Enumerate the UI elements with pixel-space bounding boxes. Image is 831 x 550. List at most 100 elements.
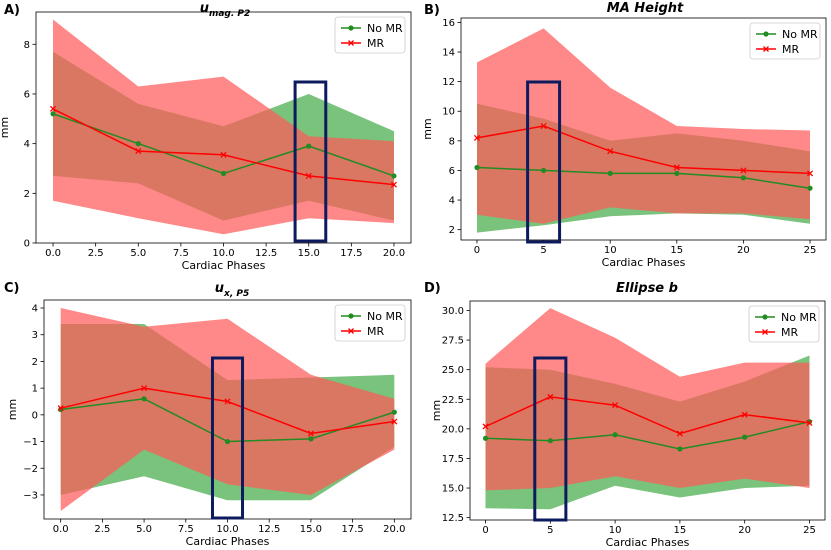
x-axis-label: Cardiac Phases	[606, 536, 690, 549]
data-point-no-mr	[391, 173, 397, 179]
data-point-mr	[473, 134, 481, 141]
band-mr	[53, 19, 394, 235]
data-point-no-mr	[135, 141, 141, 147]
legend-marker-x	[348, 328, 354, 334]
x-axis-label: Cardiac Phases	[186, 535, 270, 548]
series-line-mr	[476, 125, 811, 175]
x-tick-label: 15	[674, 525, 687, 536]
y-axis-label: mm	[421, 118, 434, 139]
x-tick-label: 17.5	[341, 524, 363, 535]
y-tick-label: 6	[24, 89, 30, 100]
highlight-box	[533, 356, 568, 522]
legend: No MR MR	[749, 22, 821, 60]
legend-label: MR	[367, 325, 384, 338]
y-tick-label: 20.0	[442, 424, 464, 435]
legend-marker-dot	[763, 31, 769, 37]
x-tick-label: 5	[547, 525, 553, 536]
x-tick-label: 20.0	[383, 524, 405, 535]
x-tick-label: 12.5	[258, 524, 280, 535]
x-tick-label: 0	[482, 525, 488, 536]
chart-title: umag. P2	[200, 1, 251, 19]
data-point-mr	[57, 405, 64, 412]
y-axis-label: mm	[430, 400, 443, 421]
axes-frame	[460, 17, 827, 241]
panel-letter: C)	[4, 281, 19, 296]
data-point-no-mr	[50, 111, 56, 117]
axes-frame	[469, 300, 826, 521]
legend-marker-dot	[348, 25, 354, 31]
y-tick-label: 12.5	[442, 513, 464, 524]
y-tick-label: 6	[449, 166, 455, 177]
legend-label: MR	[782, 43, 799, 56]
x-tick-label: 15.0	[298, 248, 320, 259]
y-tick-label: 2	[32, 357, 38, 368]
data-point-no-mr	[612, 432, 618, 438]
y-tick-label: 27.5	[442, 336, 464, 347]
y-tick-label: 2	[449, 225, 455, 236]
x-tick-label: 7.5	[178, 524, 194, 535]
data-point-mr	[806, 419, 813, 426]
data-point-mr	[390, 181, 398, 188]
x-tick-label: 5	[540, 245, 546, 256]
legend-label: No MR	[781, 311, 817, 324]
panel-letter: A)	[4, 3, 20, 18]
x-tick-label: 10	[609, 525, 622, 536]
legend-marker-dot	[348, 313, 354, 319]
series-line-no-mr	[485, 420, 810, 450]
data-point-no-mr	[547, 438, 553, 444]
data-point-mr	[607, 148, 614, 155]
y-tick-label: 17.5	[442, 454, 464, 465]
x-tick-label: 5.0	[130, 248, 146, 259]
data-point-mr	[547, 393, 554, 400]
legend-label: MR	[781, 326, 798, 339]
x-tick-label: 0.0	[45, 248, 61, 259]
data-point-mr	[676, 430, 683, 437]
chart-title: ux, P5	[215, 281, 249, 299]
x-tick-label: 25	[804, 245, 817, 256]
y-tick-label: 4	[32, 304, 38, 315]
data-point-no-mr	[391, 409, 397, 415]
panel-letter: D)	[424, 281, 441, 296]
data-point-mr	[307, 430, 314, 437]
data-point-mr	[612, 402, 619, 409]
y-tick-label: 12	[442, 77, 455, 88]
x-axis-label: Cardiac Phases	[602, 256, 686, 269]
y-tick-label: 16	[442, 18, 455, 29]
data-point-mr	[141, 385, 148, 392]
y-tick-label: −3	[23, 490, 38, 501]
y-tick-label: 8	[449, 136, 455, 147]
data-point-no-mr	[224, 438, 231, 445]
legend-label: No MR	[367, 22, 403, 35]
data-point-mr	[540, 122, 547, 130]
y-tick-label: 4	[24, 139, 30, 150]
y-tick-label: 22.5	[442, 395, 464, 406]
legend: No MR MR	[334, 304, 406, 342]
x-tick-label: 5.0	[136, 524, 152, 535]
panel-letter: B)	[424, 3, 440, 18]
legend-marker-x	[348, 40, 354, 46]
x-axis-label: Cardiac Phases	[182, 259, 266, 272]
x-tick-label: 10.0	[216, 524, 238, 535]
x-tick-label: 0	[474, 245, 480, 256]
series-line-no-mr	[476, 166, 811, 189]
legend-marker-dot	[762, 314, 768, 320]
x-tick-label: 10	[604, 245, 617, 256]
x-tick-label: 20	[738, 525, 751, 536]
x-tick-label: 20	[737, 245, 750, 256]
chart-panel-3: C) ux, P5 0.0 2.5 5.0 7.5 10.0 12.5 15.0 17.5 20.0…	[4, 281, 412, 548]
x-tick-label: 0.0	[53, 524, 69, 535]
y-tick-label: 0	[24, 239, 30, 250]
legend: No MR MR	[748, 305, 820, 343]
x-tick-label: 2.5	[88, 248, 104, 259]
y-tick-label: −2	[23, 464, 38, 475]
legend-marker-x	[762, 329, 768, 335]
data-point-no-mr	[742, 434, 748, 440]
y-tick-label: 25.0	[442, 365, 464, 376]
data-point-no-mr	[807, 185, 813, 191]
y-tick-label: 2	[24, 189, 30, 200]
y-tick-label: 4	[449, 196, 455, 207]
legend: No MR MR	[334, 16, 406, 54]
data-point-mr	[305, 172, 312, 179]
x-tick-label: 2.5	[94, 524, 110, 535]
